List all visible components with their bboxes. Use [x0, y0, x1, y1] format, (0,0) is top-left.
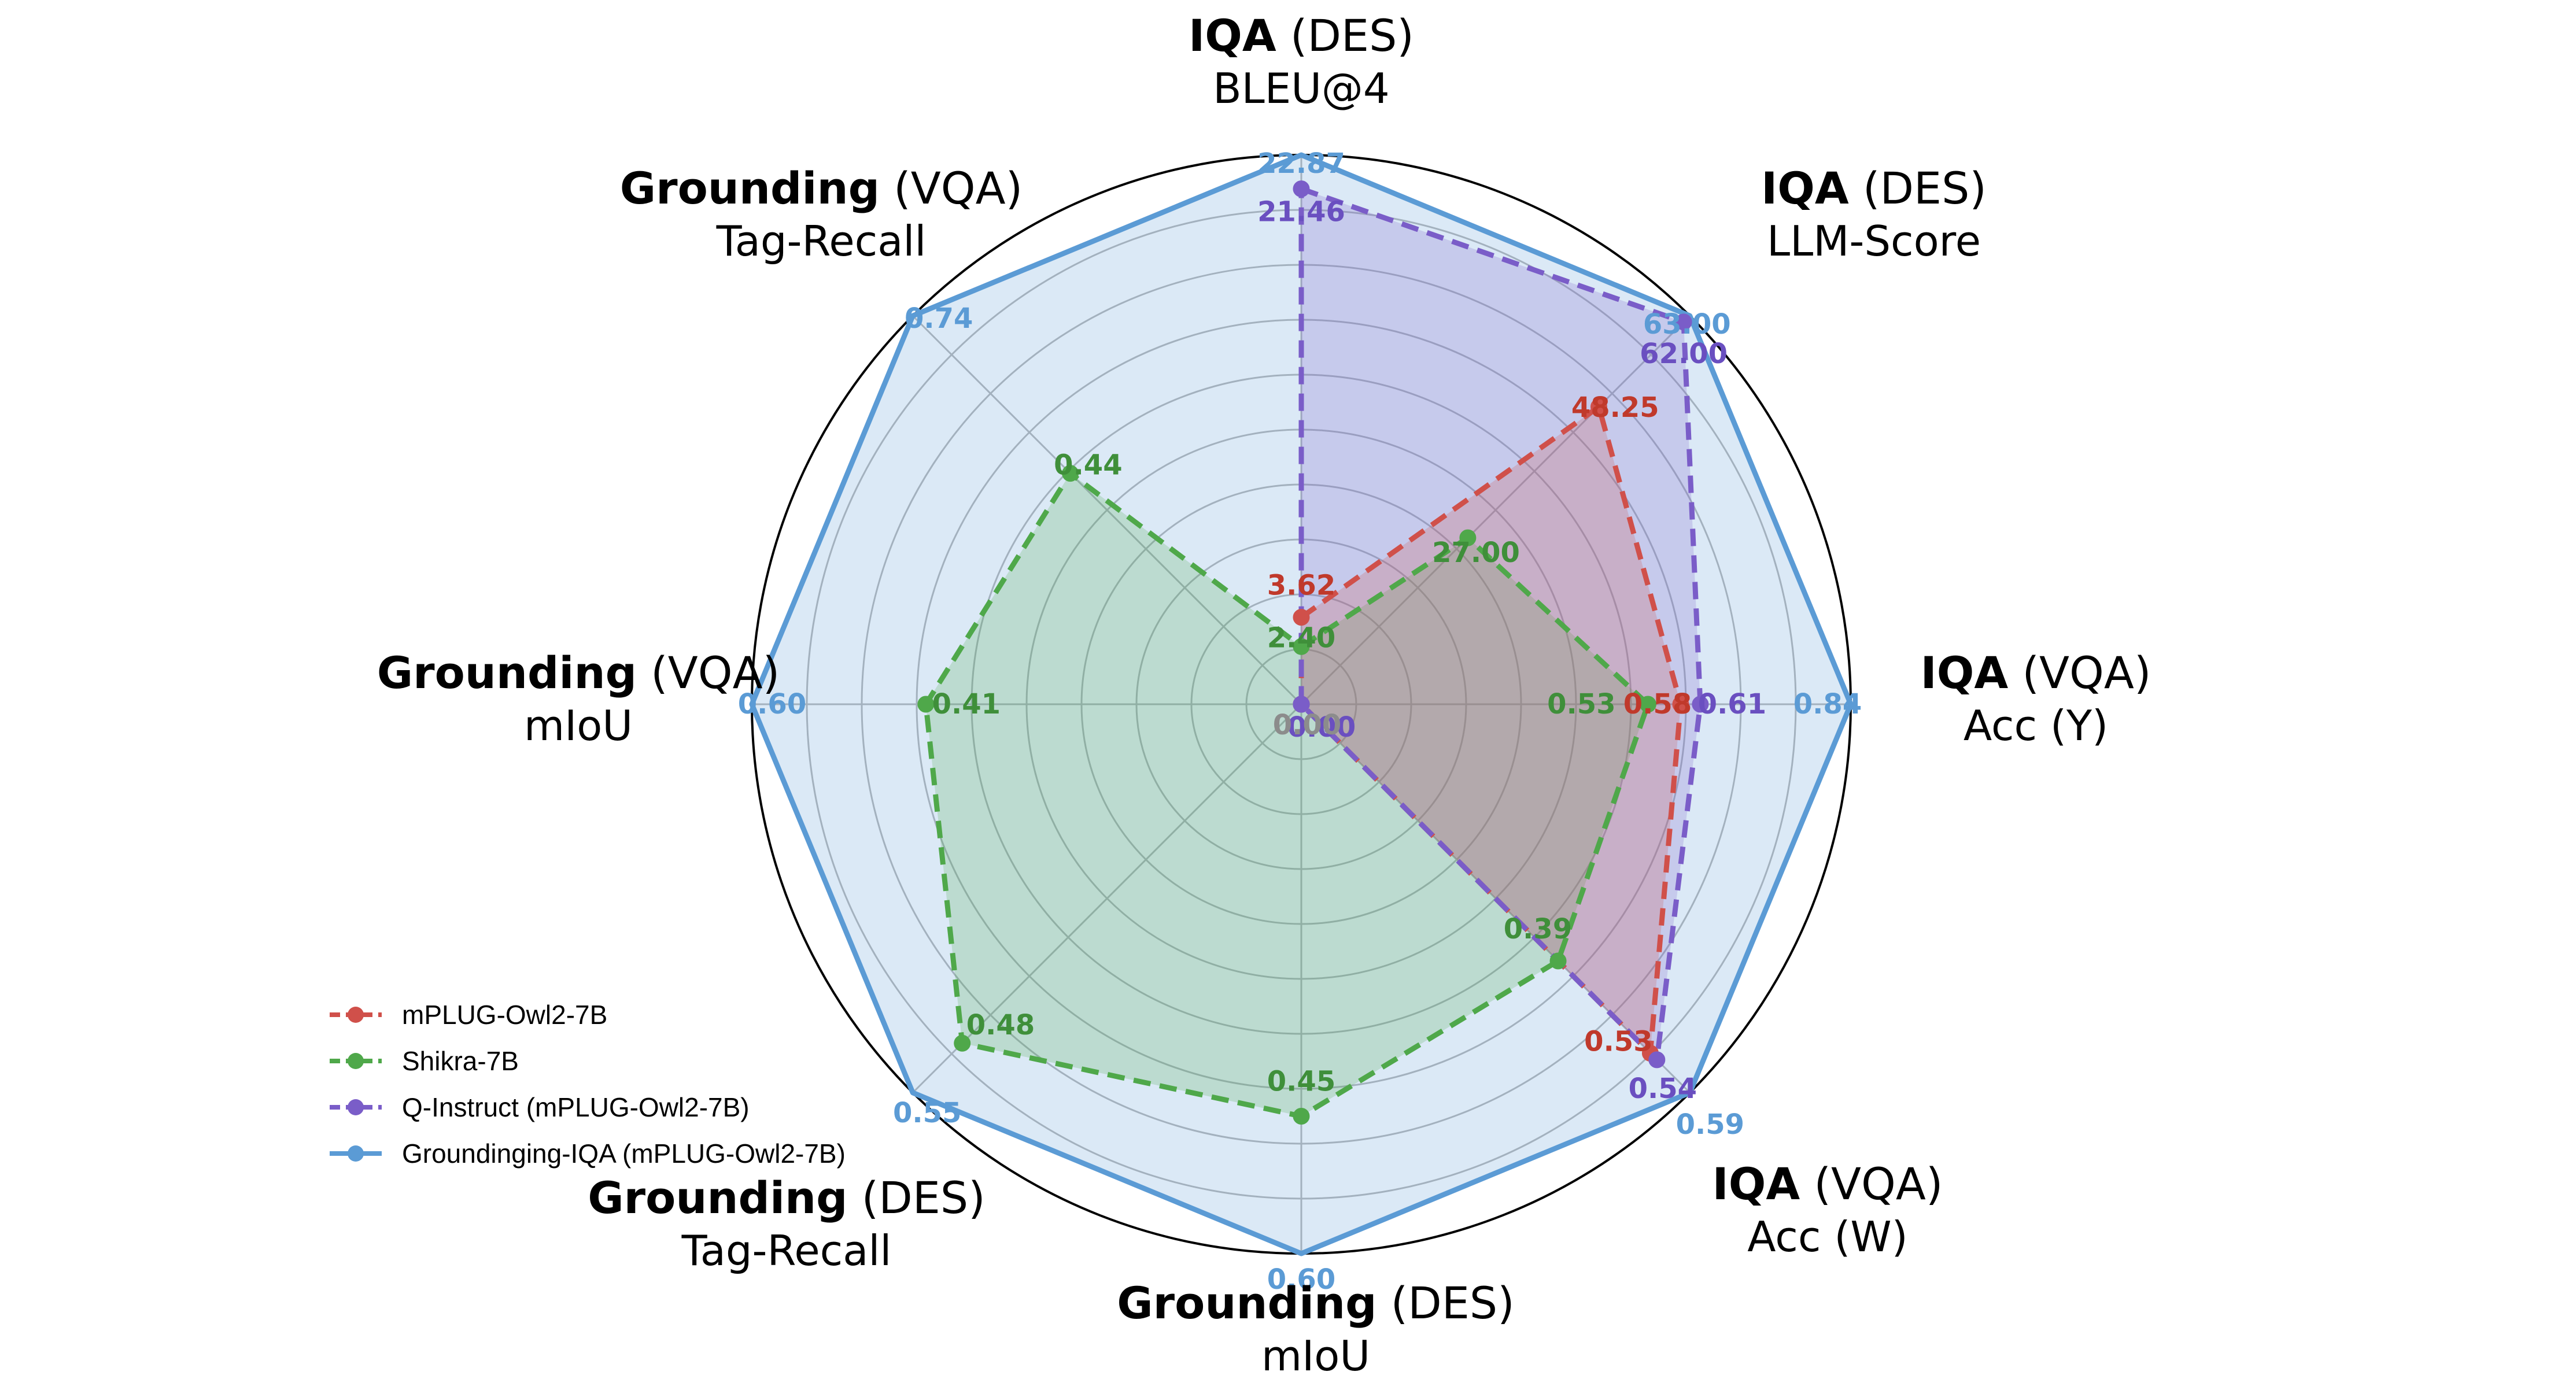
value-label: 63.00 — [1643, 308, 1731, 341]
data-point — [1293, 638, 1310, 655]
axis-label-task: (DES) — [1377, 1277, 1515, 1329]
value-label: 0.53 — [1547, 688, 1615, 720]
axis-label-task: (DES) — [1276, 10, 1414, 61]
axis-label-title: Grounding (DES) — [1117, 1277, 1515, 1329]
value-label: 0.45 — [1267, 1066, 1335, 1098]
grid-spoke — [912, 315, 1302, 705]
axis-label-metric: Tag-Recall — [716, 217, 927, 265]
value-label: 0.84 — [1793, 688, 1862, 720]
value-label: 0.39 — [1504, 913, 1572, 945]
data-point — [1293, 180, 1310, 198]
value-label: 22.87 — [1257, 147, 1345, 180]
data-point — [1672, 696, 1689, 713]
grid-spoke — [912, 703, 1302, 1093]
value-label: 0.53 — [1584, 1025, 1652, 1058]
value-label: 21.46 — [1257, 196, 1345, 228]
axis-label-title: Grounding (VQA) — [620, 162, 1023, 214]
axis-label-title: IQA (VQA) — [1713, 1158, 1943, 1210]
data-point — [1639, 696, 1656, 713]
value-label: 48.25 — [1571, 391, 1659, 424]
legend-marker — [348, 1099, 364, 1115]
axis-label-group: IQA — [1189, 10, 1276, 61]
axis-label-group: IQA — [1761, 162, 1849, 214]
data-point — [1648, 1051, 1666, 1069]
value-label: 0.00 — [1287, 711, 1356, 744]
data-point — [1692, 696, 1709, 713]
data-point — [1675, 313, 1692, 331]
value-label: 0.41 — [932, 688, 1001, 720]
axis-label-title: IQA (DES) — [1761, 162, 1987, 214]
axis-label-group: Grounding — [1117, 1277, 1376, 1329]
axis-label-group: Grounding — [620, 162, 880, 214]
axis-label-group: IQA — [1921, 647, 2009, 698]
data-point — [954, 1034, 971, 1052]
axis-label-task: (DES) — [1849, 162, 1987, 214]
axis-label-title: IQA (DES) — [1189, 10, 1414, 61]
data-point — [1459, 529, 1477, 546]
value-label: 0.48 — [966, 1009, 1035, 1041]
value-label: 0.59 — [1676, 1108, 1744, 1141]
data-point — [1590, 398, 1607, 416]
series-fill — [925, 473, 1648, 1117]
axis-label-group: Grounding — [377, 647, 637, 698]
center-value-label: 0.00 — [1273, 709, 1341, 741]
value-label: 2.40 — [1267, 622, 1335, 654]
grid-spoke — [1300, 315, 1691, 705]
value-label: 0.58 — [1623, 688, 1692, 720]
axis-label-task: (VQA) — [637, 647, 780, 698]
data-point — [1293, 1108, 1310, 1125]
legend-marker — [348, 1145, 364, 1162]
axis-label-title: Grounding (DES) — [588, 1172, 986, 1223]
series-points — [917, 180, 1709, 1125]
axis-label-group: Grounding — [588, 1172, 847, 1223]
series-fill — [1301, 406, 1681, 1053]
value-labels: 3.6248.250.580.532.4027.000.530.390.450.… — [738, 147, 1862, 1296]
axis-label-metric: Acc (W) — [1747, 1212, 1907, 1261]
legend-label: Groundinging-IQA (mPLUG-Owl2-7B) — [402, 1138, 846, 1169]
legend-marker — [348, 1053, 364, 1069]
series-line — [749, 152, 1854, 1256]
axis-label-title: Grounding (VQA) — [377, 647, 780, 698]
data-point — [1293, 609, 1310, 626]
axis-label-metric: mIoU — [524, 701, 633, 750]
axis-label-group: IQA — [1713, 1158, 1800, 1210]
axis-label-task: (DES) — [848, 1172, 986, 1223]
axis-label-task: (VQA) — [2008, 647, 2151, 698]
value-label: 0.60 — [1267, 1263, 1335, 1296]
value-label: 0.60 — [738, 688, 806, 720]
axis-label-metric: Acc (Y) — [1964, 701, 2108, 750]
value-label: 0.44 — [1054, 449, 1122, 481]
axis-label-metric: mIoU — [1261, 1332, 1370, 1380]
value-label: 27.00 — [1432, 537, 1520, 569]
axis-label-metric: BLEU@4 — [1213, 64, 1390, 113]
axis-label-title: IQA (VQA) — [1921, 647, 2151, 698]
value-label: 0.61 — [1698, 688, 1766, 720]
axis-label-metric: Tag-Recall — [681, 1226, 892, 1275]
data-point — [917, 696, 935, 713]
legend-label: mPLUG-Owl2-7B — [402, 1000, 607, 1030]
value-label: 0.54 — [1629, 1073, 1697, 1105]
legend-label: Shikra-7B — [402, 1046, 519, 1076]
value-label: 3.62 — [1267, 570, 1335, 602]
data-point — [1293, 696, 1310, 713]
legend-label: Q-Instruct (mPLUG-Owl2-7B) — [402, 1092, 750, 1122]
axis-label-task: (VQA) — [880, 162, 1023, 214]
value-label: 62.00 — [1640, 338, 1728, 370]
legend: mPLUG-Owl2-7B Shikra-7B Q-Instruct (mPLUG-… — [330, 1000, 846, 1169]
data-point — [1549, 952, 1567, 970]
value-label: 0.55 — [893, 1097, 961, 1129]
axis-label-metric: LLM-Score — [1767, 217, 1981, 265]
axis-label-task: (VQA) — [1800, 1158, 1943, 1210]
value-label: 0.74 — [905, 302, 973, 335]
data-point — [1062, 465, 1079, 482]
legend-marker — [348, 1007, 364, 1023]
